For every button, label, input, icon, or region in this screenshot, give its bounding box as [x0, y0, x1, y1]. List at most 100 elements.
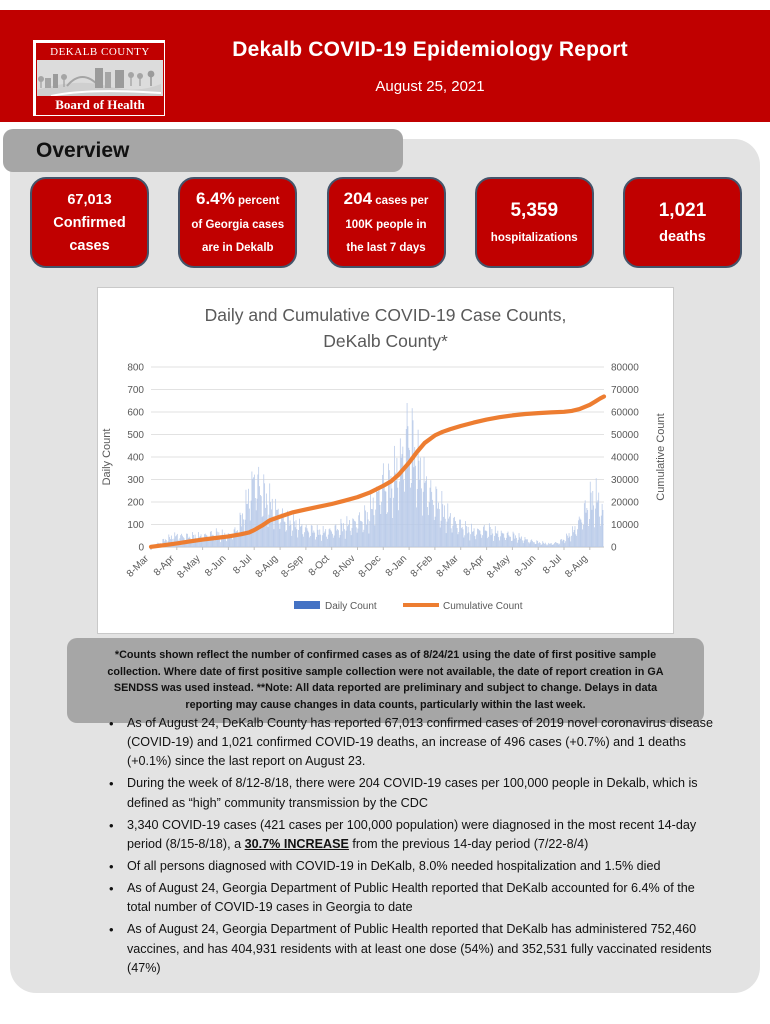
left-axis-tick-label: 500 [127, 430, 144, 441]
bullet-text: As of August 24, Georgia Department of P… [127, 881, 695, 915]
bullet-item: Of all persons diagnosed with COVID-19 i… [105, 857, 713, 877]
legend-cumulative-label: Cumulative Count [443, 601, 523, 612]
x-axis-tick-label: 8-Apr [462, 552, 488, 578]
stat-card: 67,013 Confirmed cases [30, 177, 149, 268]
x-axis-tick-label: 8-Feb [409, 553, 436, 580]
stat-card-text: cases per [372, 194, 429, 207]
stat-card-text: the last 7 days [346, 241, 426, 254]
x-axis-tick-label: 8-Apr [152, 552, 178, 578]
left-axis-tick-label: 0 [138, 542, 144, 553]
x-axis-tick-label: 8-Jan [384, 553, 409, 578]
report-header-text: Dekalb COVID-19 Epidemiology Report Augu… [165, 10, 695, 122]
bullet-text: During the week of 8/12-8/18, there were… [127, 776, 698, 810]
x-axis-tick-label: 8-Nov [331, 553, 358, 580]
stat-card-text: percent [234, 194, 280, 207]
logo-skyline-icon [37, 60, 163, 96]
bullet-item: As of August 24, DeKalb County has repor… [105, 714, 713, 771]
chart-title-line2: DeKalb County* [323, 331, 448, 352]
report-date: August 25, 2021 [375, 77, 485, 95]
legend-daily-swatch [294, 600, 320, 609]
x-axis-tick-label: 8-Mar [435, 552, 462, 579]
right-axis-title: Cumulative Count [655, 413, 667, 500]
right-axis-tick-label: 70000 [611, 385, 639, 396]
stat-card-line: Confirmed [32, 211, 147, 234]
chart-title-line1: Daily and Cumulative COVID-19 Case Count… [204, 305, 567, 325]
x-axis-tick-label: 8-Aug [254, 553, 281, 580]
stat-card-line: hospitalizations [477, 225, 592, 248]
x-axis-tick-label: 8-Sep [279, 553, 306, 580]
right-axis-tick-label: 0 [611, 542, 617, 553]
x-axis-tick-label: 8-Oct [307, 553, 332, 578]
x-axis-tick-label: 8-Jun [513, 553, 538, 578]
right-axis-tick-label: 10000 [611, 520, 639, 531]
chart-title: Daily and Cumulative COVID-19 Case Count… [98, 302, 673, 355]
left-axis-tick-label: 600 [127, 407, 144, 418]
stat-card-line: of Georgia cases [180, 212, 295, 235]
stat-card-line: the last 7 days [329, 235, 444, 258]
right-axis-tick-label: 80000 [611, 362, 639, 373]
board-of-health-logo-frame: DEKALB COUNTY [36, 43, 164, 115]
bullet-text: 30.7% INCREASE [244, 836, 349, 851]
overview-section-header: Overview [3, 129, 403, 172]
left-axis-tick-label: 700 [127, 385, 144, 396]
stat-card-line: 5,359 [477, 197, 592, 225]
x-axis-tick-label: 8-Jul [231, 553, 254, 576]
legend-daily-label: Daily Count [325, 601, 377, 612]
chart-panel: Daily and Cumulative COVID-19 Case Count… [97, 287, 674, 634]
right-axis-tick-label: 20000 [611, 497, 639, 508]
stat-card-text: 5,359 [510, 200, 559, 222]
report-title: Dekalb COVID-19 Epidemiology Report [232, 37, 628, 61]
left-axis-tick-label: 400 [127, 452, 144, 463]
right-axis-tick-label: 40000 [611, 452, 639, 463]
stat-card-line: 100K people in [329, 212, 444, 235]
bullet-item: As of August 24, Georgia Department of P… [105, 920, 713, 977]
stat-card-text: hospitalizations [490, 231, 578, 244]
stat-card: 204 cases per 100K people in the last 7 da… [326, 177, 446, 268]
stat-card-text: 67,013 [67, 191, 112, 208]
right-axis-tick-label: 30000 [611, 475, 639, 486]
bullet-item: As of August 24, Georgia Department of P… [105, 879, 713, 917]
left-axis-tick-label: 100 [127, 520, 144, 531]
stat-card-line: 204 cases per [329, 187, 444, 212]
stat-card-line: cases [32, 234, 147, 257]
bullet-text: 3,340 COVID-19 cases (421 cases per 100,… [127, 817, 697, 851]
bullet-text: As of August 24, Georgia Department of P… [127, 922, 712, 975]
left-axis-tick-label: 800 [127, 362, 144, 373]
x-axis-tick-label: 8-Jun [203, 553, 228, 578]
stat-card-text: 6.4% [196, 188, 235, 208]
stat-card-text: of Georgia cases [191, 218, 285, 231]
bullet-text: from the previous 14-day period (7/22-8/… [348, 836, 589, 851]
stat-card-text: 100K people in [345, 218, 427, 231]
stat-card-line: deaths [625, 225, 740, 248]
cumulative-count-line [148, 393, 607, 549]
stat-card: 1,021 deaths [623, 177, 742, 268]
bullet-text: As of August 24, DeKalb County has repor… [127, 716, 713, 769]
left-axis-title: Daily Count [101, 428, 113, 485]
stat-card: 6.4% percent of Georgia cases are in Dekal… [178, 177, 298, 268]
x-axis-tick-label: 8-Jul [541, 553, 564, 576]
stat-card-text: cases [69, 238, 110, 255]
bullet-item: During the week of 8/12-8/18, there were… [105, 774, 713, 812]
stat-card-text: deaths [659, 228, 706, 245]
stat-card-line: are in Dekalb [180, 235, 295, 258]
x-axis-tick-label: 8-Aug [563, 553, 590, 580]
logo-top-text: DEKALB COUNTY [37, 44, 163, 60]
x-axis-tick-label: 8-Mar [125, 552, 152, 579]
bullet-item: 3,340 COVID-19 cases (421 cases per 100,… [105, 816, 713, 854]
stat-card-text: are in Dekalb [201, 241, 274, 254]
skyline-graphic [37, 60, 162, 96]
footnote-box: *Counts shown reflect the number of conf… [67, 638, 704, 723]
stat-card-line: 67,013 [32, 188, 147, 211]
left-axis-tick-label: 200 [127, 497, 144, 508]
board-of-health-logo: DEKALB COUNTY [33, 40, 165, 116]
left-axis-tick-label: 300 [127, 475, 144, 486]
overview-heading: Overview [36, 138, 130, 162]
footnote-text: *Counts shown reflect the number of conf… [107, 649, 664, 712]
summary-bullet-list: As of August 24, DeKalb County has repor… [105, 714, 713, 981]
x-axis-tick-label: 8-May [175, 553, 202, 580]
right-axis-tick-label: 50000 [611, 430, 639, 441]
stat-card-text: 204 [343, 188, 373, 208]
stat-cards-row: 67,013 Confirmed cases 6.4% percent of Georg… [30, 177, 742, 268]
logo-bottom-text: Board of Health [37, 96, 163, 114]
